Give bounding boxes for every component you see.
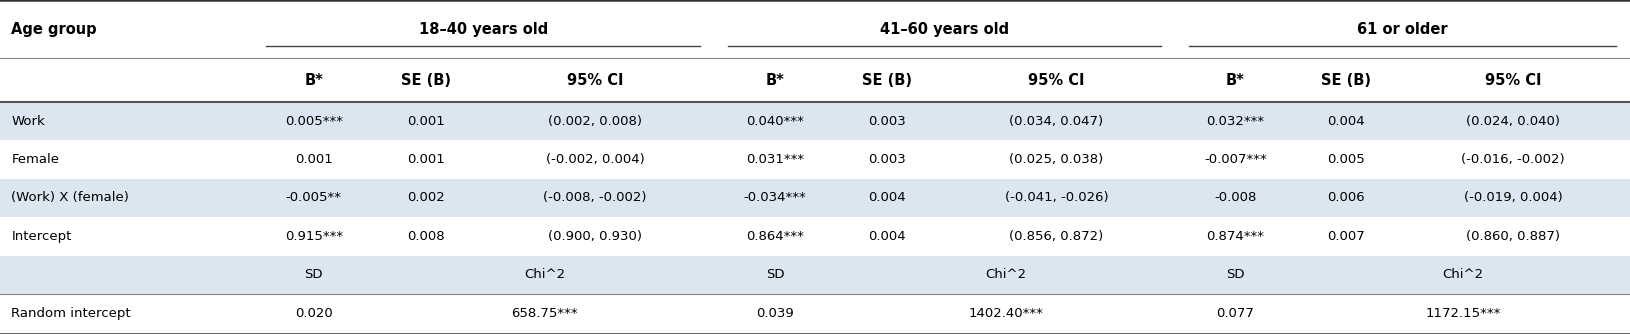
Text: 0.874***: 0.874*** (1206, 230, 1265, 243)
Text: 0.077: 0.077 (1216, 308, 1255, 320)
Text: 0.001: 0.001 (408, 115, 445, 128)
Text: -0.007***: -0.007*** (1205, 153, 1267, 166)
Text: 0.004: 0.004 (869, 191, 906, 204)
Text: SD: SD (766, 268, 784, 281)
Text: 61 or older: 61 or older (1358, 22, 1447, 37)
Text: Chi^2: Chi^2 (985, 268, 1027, 281)
Text: Intercept: Intercept (11, 230, 72, 243)
Text: 0.039: 0.039 (756, 308, 794, 320)
Text: 0.005: 0.005 (1327, 153, 1364, 166)
Text: 0.004: 0.004 (1327, 115, 1364, 128)
Text: 0.864***: 0.864*** (747, 230, 804, 243)
Text: 95% CI: 95% CI (567, 73, 623, 88)
Text: SD: SD (305, 268, 323, 281)
Text: SE (B): SE (B) (401, 73, 450, 88)
Text: 95% CI: 95% CI (1029, 73, 1084, 88)
Text: (Work) X (female): (Work) X (female) (11, 191, 129, 204)
Text: (0.856, 0.872): (0.856, 0.872) (1009, 230, 1104, 243)
Text: Chi^2: Chi^2 (523, 268, 566, 281)
Text: (0.860, 0.887): (0.860, 0.887) (1465, 230, 1560, 243)
Text: 0.915***: 0.915*** (285, 230, 342, 243)
Text: (0.025, 0.038): (0.025, 0.038) (1009, 153, 1104, 166)
Text: -0.008: -0.008 (1214, 191, 1257, 204)
Text: 0.008: 0.008 (408, 230, 445, 243)
Bar (0, 294, 1630, 334)
Text: 0.003: 0.003 (869, 153, 906, 166)
Text: 0.020: 0.020 (295, 308, 333, 320)
Text: SE (B): SE (B) (1320, 73, 1371, 88)
Text: B*: B* (766, 73, 784, 88)
Text: 41–60 years old: 41–60 years old (880, 22, 1009, 37)
Text: (-0.019, 0.004): (-0.019, 0.004) (1464, 191, 1562, 204)
Text: Female: Female (11, 153, 59, 166)
Text: 0.001: 0.001 (295, 153, 333, 166)
Text: -0.005**: -0.005** (285, 191, 342, 204)
Bar (0, 58, 1630, 102)
Text: (0.900, 0.930): (0.900, 0.930) (548, 230, 642, 243)
Bar (0, 179, 1630, 217)
Text: Random intercept: Random intercept (11, 308, 130, 320)
Text: 0.001: 0.001 (408, 153, 445, 166)
Text: -0.034***: -0.034*** (743, 191, 807, 204)
Text: B*: B* (1226, 73, 1245, 88)
Text: 0.006: 0.006 (1327, 191, 1364, 204)
Text: 1402.40***: 1402.40*** (968, 308, 1043, 320)
Text: 0.002: 0.002 (408, 191, 445, 204)
Text: Age group: Age group (11, 22, 98, 37)
Text: (-0.008, -0.002): (-0.008, -0.002) (543, 191, 647, 204)
Text: 0.031***: 0.031*** (747, 153, 804, 166)
Text: 658.75***: 658.75*** (512, 308, 577, 320)
Text: (0.002, 0.008): (0.002, 0.008) (548, 115, 642, 128)
Text: 0.040***: 0.040*** (747, 115, 804, 128)
Bar (0, 256, 1630, 294)
Text: Chi^2: Chi^2 (1443, 268, 1483, 281)
Text: (0.034, 0.047): (0.034, 0.047) (1009, 115, 1104, 128)
Text: 0.004: 0.004 (869, 230, 906, 243)
Text: 0.032***: 0.032*** (1206, 115, 1265, 128)
Text: (-0.041, -0.026): (-0.041, -0.026) (1004, 191, 1108, 204)
Bar (0, 102, 1630, 140)
Text: (-0.016, -0.002): (-0.016, -0.002) (1460, 153, 1565, 166)
Bar (0, 217, 1630, 256)
Text: B*: B* (305, 73, 323, 88)
Text: 0.003: 0.003 (869, 115, 906, 128)
Text: (-0.002, 0.004): (-0.002, 0.004) (546, 153, 644, 166)
Text: 0.007: 0.007 (1327, 230, 1364, 243)
Text: 1172.15***: 1172.15*** (1425, 308, 1501, 320)
Text: Work: Work (11, 115, 46, 128)
Text: 18–40 years old: 18–40 years old (419, 22, 548, 37)
Bar (0, 0, 1630, 58)
Text: 95% CI: 95% CI (1485, 73, 1540, 88)
Text: 0.005***: 0.005*** (285, 115, 342, 128)
Text: SD: SD (1226, 268, 1245, 281)
Text: (0.024, 0.040): (0.024, 0.040) (1465, 115, 1560, 128)
Text: SE (B): SE (B) (862, 73, 911, 88)
Bar (0, 140, 1630, 179)
